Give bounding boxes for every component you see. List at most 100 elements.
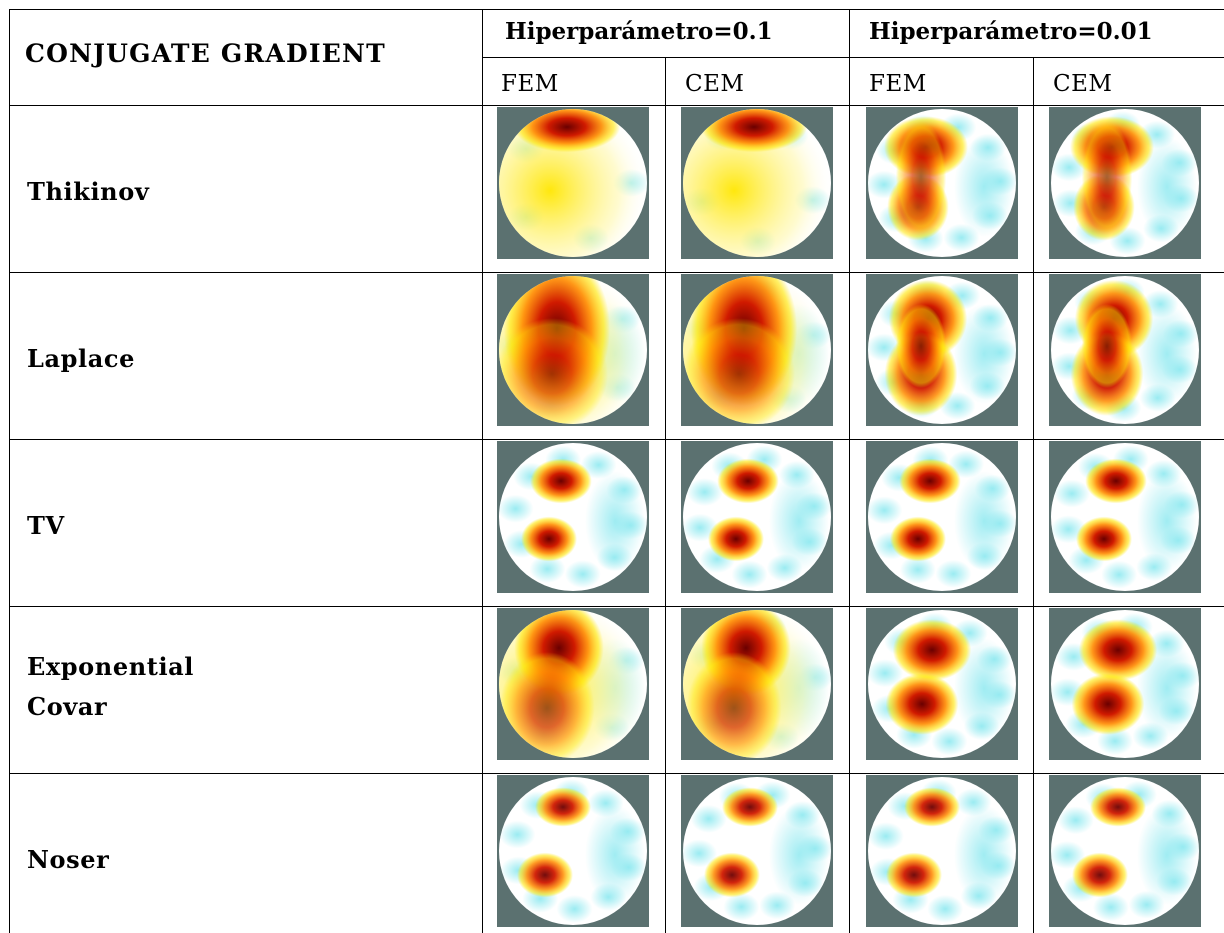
negative-region	[954, 638, 1014, 738]
reconstruction-image-tv-cem-0.1	[681, 441, 833, 593]
negative-patch	[723, 892, 760, 921]
reconstruction-image-exponential-covar-fem-0.01	[866, 608, 1018, 760]
negative-patch	[556, 894, 593, 923]
header-rule	[9, 105, 1224, 106]
negative-region	[954, 304, 1014, 404]
reconstruction-plot	[1051, 276, 1199, 424]
reconstruction-image-tv-fem-0.1	[497, 441, 649, 593]
positive-blob	[885, 673, 959, 735]
negative-patch	[499, 820, 536, 849]
reconstruction-plot	[868, 109, 1016, 257]
negative-patch	[529, 555, 566, 584]
negative-patch	[868, 822, 904, 851]
subheader-fem-2: FEM	[869, 71, 927, 97]
positive-blob	[1090, 787, 1146, 827]
reconstruction-plot	[683, 777, 831, 925]
positive-blob	[704, 852, 760, 898]
row-rule-2	[9, 439, 1224, 440]
negative-patch	[1057, 806, 1094, 835]
group-rule	[482, 57, 1224, 58]
positive-blob	[686, 652, 782, 758]
subheader-fem-1: FEM	[501, 71, 559, 97]
reconstruction-image-laplace-cem-0.01	[1049, 274, 1201, 426]
positive-blob	[499, 652, 595, 758]
row-rule-3	[9, 606, 1224, 607]
negative-patch	[931, 727, 968, 756]
reconstruction-plot	[868, 443, 1016, 591]
reconstruction-image-thikinov-cem-0.1	[681, 107, 833, 259]
negative-patch	[1092, 893, 1129, 922]
reconstruction-plot	[1051, 109, 1199, 257]
negative-region	[585, 805, 645, 905]
reconstruction-image-noser-fem-0.01	[866, 775, 1018, 927]
group-header-0.01: Hiperparámetro=0.01	[869, 18, 1153, 45]
reconstruction-plot	[868, 276, 1016, 424]
reconstruction-image-noser-cem-0.01	[1049, 775, 1201, 927]
negative-patch	[499, 494, 534, 523]
group-header-0.1: Hiperparámetro=0.1	[505, 18, 773, 45]
col-rule-1	[482, 9, 483, 933]
negative-patch	[927, 894, 964, 923]
col-rule-2	[665, 58, 666, 933]
negative-region	[1137, 137, 1197, 237]
positive-blob	[708, 516, 764, 562]
reconstruction-image-exponential-covar-fem-0.1	[497, 608, 649, 760]
positive-blob	[535, 787, 591, 827]
negative-patch	[731, 560, 768, 589]
negative-region	[585, 471, 645, 571]
negative-region	[954, 805, 1014, 905]
negative-patch	[868, 496, 903, 525]
reconstruction-image-exponential-covar-cem-0.1	[681, 608, 833, 760]
reconstruction-plot	[683, 443, 831, 591]
row-rule-1	[9, 272, 1224, 273]
positive-blob	[1081, 121, 1133, 233]
reconstruction-plot	[499, 109, 647, 257]
positive-blob	[683, 318, 795, 424]
reconstruction-plot	[683, 109, 831, 257]
positive-blob	[1071, 673, 1145, 735]
positive-blob	[499, 318, 608, 424]
positive-blob	[890, 516, 946, 562]
row-rule-4	[9, 773, 1224, 774]
negative-patch	[868, 659, 904, 688]
reconstruction-plot	[1051, 610, 1199, 758]
positive-blob	[521, 516, 577, 562]
reconstruction-image-exponential-covar-cem-0.01	[1049, 608, 1201, 760]
reconstruction-plot	[1051, 777, 1199, 925]
negative-region	[769, 805, 829, 905]
positive-blob	[1081, 304, 1133, 388]
subheader-cem-1: CEM	[685, 71, 745, 97]
reconstruction-plot	[499, 777, 647, 925]
positive-blob	[1076, 516, 1132, 562]
negative-patch	[690, 804, 727, 833]
reconstruction-image-laplace-fem-0.01	[866, 274, 1018, 426]
positive-blob	[1078, 619, 1158, 681]
row-label-noser: Noser	[27, 845, 110, 874]
negative-region	[1137, 304, 1197, 404]
negative-region	[1137, 471, 1197, 571]
positive-blob	[530, 458, 592, 504]
negative-patch	[935, 559, 972, 588]
negative-patch	[683, 839, 718, 868]
col-rule-3	[849, 9, 850, 933]
reconstruction-image-thikinov-fem-0.01	[866, 107, 1018, 259]
reconstruction-plot	[499, 443, 647, 591]
negative-patch	[564, 560, 601, 589]
reconstruction-plot	[868, 610, 1016, 758]
col-rule-4	[1033, 58, 1034, 933]
positive-blob	[899, 458, 961, 504]
positive-blob	[886, 852, 942, 898]
negative-patch	[899, 555, 936, 584]
reconstruction-image-noser-fem-0.1	[497, 775, 649, 927]
reconstruction-image-noser-cem-0.1	[681, 775, 833, 927]
reconstruction-image-laplace-fem-0.1	[497, 274, 649, 426]
positive-blob	[517, 852, 573, 898]
reconstruction-plot	[499, 276, 647, 424]
negative-patch	[580, 450, 617, 479]
positive-blob	[904, 787, 960, 827]
positive-blob	[1072, 852, 1128, 898]
row-label-laplace: Laplace	[27, 344, 135, 373]
reconstruction-plot	[683, 276, 831, 424]
negative-region	[954, 137, 1014, 237]
negative-region	[769, 471, 829, 571]
